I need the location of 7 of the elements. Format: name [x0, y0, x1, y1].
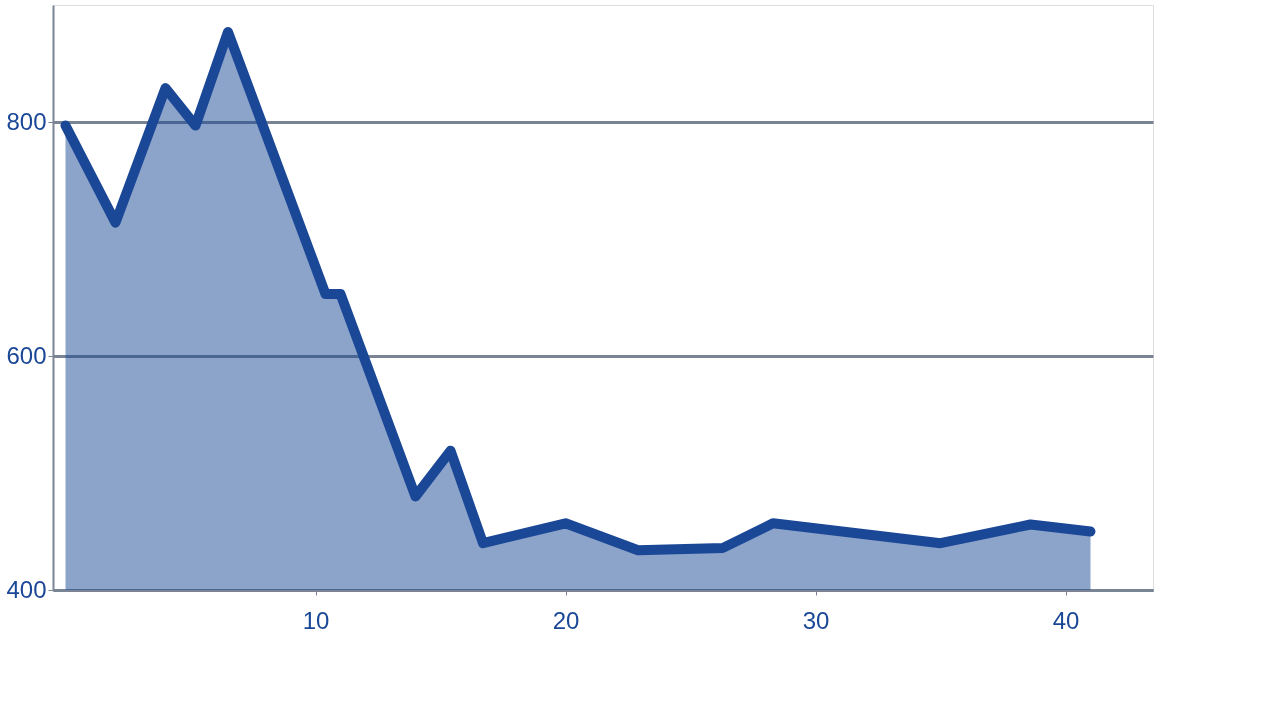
y-tick-label: 400: [6, 575, 47, 603]
x-tick-label: 40: [1052, 606, 1080, 634]
y-tick-label: 800: [6, 107, 47, 135]
x-tick-label: 30: [802, 606, 830, 634]
x-tick-label: 10: [302, 606, 330, 634]
y-tick-label: 600: [6, 341, 47, 369]
x-tick-label: 20: [552, 606, 580, 634]
